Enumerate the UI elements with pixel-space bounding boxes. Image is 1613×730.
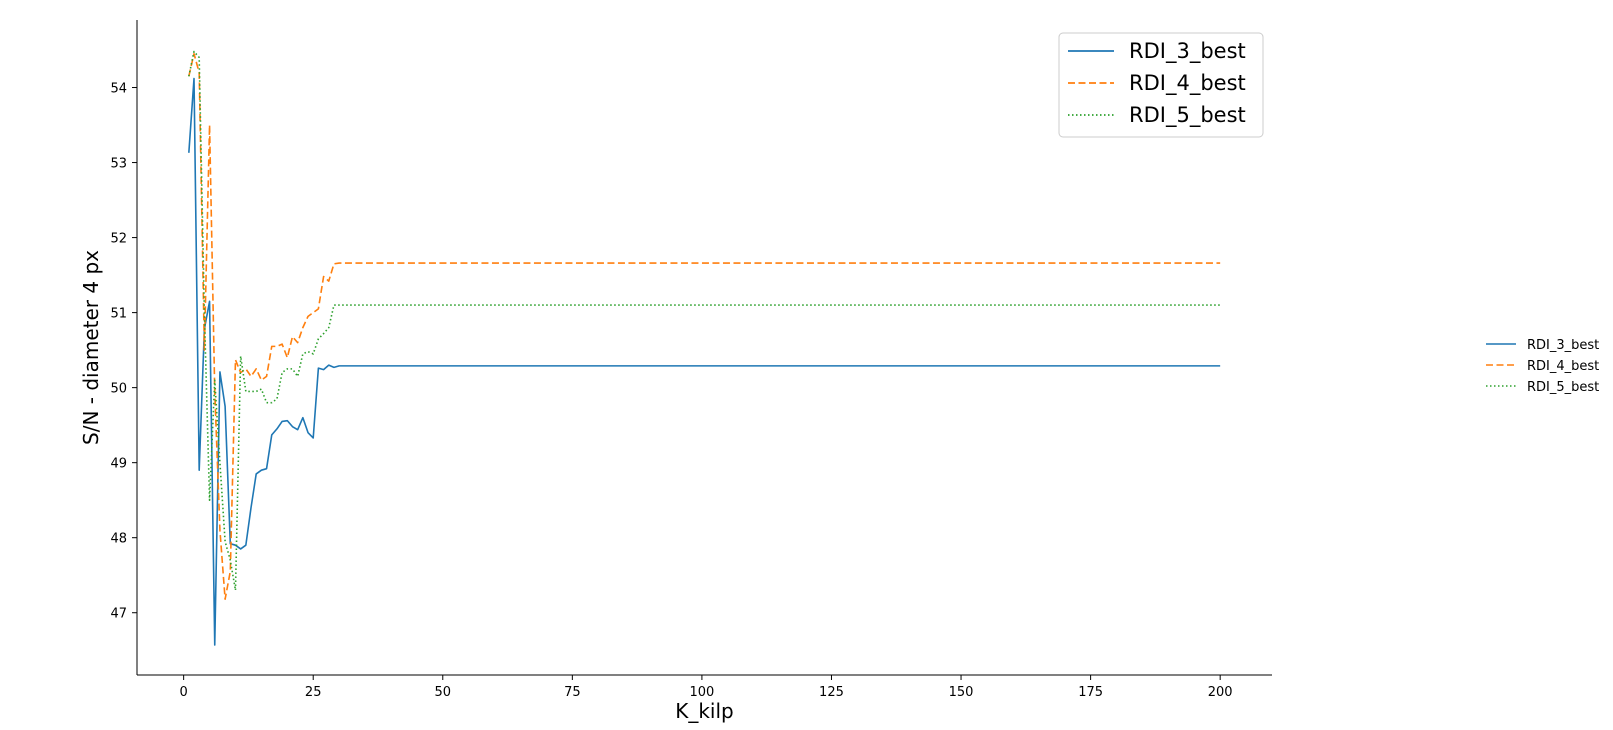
legend-label: RDI_3_best [1129, 39, 1246, 64]
x-tick-label: 50 [435, 685, 452, 700]
y-tick-label: 49 [110, 457, 127, 472]
y-tick-label: 50 [110, 382, 127, 397]
legend-label: RDI_5_best [1129, 103, 1246, 128]
y-tick-label: 52 [110, 232, 127, 247]
y-tick-label: 48 [110, 532, 127, 547]
x-tick-label: 0 [180, 685, 188, 700]
x-tick-label: 150 [949, 685, 974, 700]
x-tick-label: 200 [1208, 685, 1233, 700]
x-tick-label: 25 [305, 685, 322, 700]
y-tick-label: 51 [110, 307, 127, 322]
legend-label: RDI_5_best [1527, 380, 1599, 395]
y-axis-title: S/N - diameter 4 px [79, 250, 103, 445]
axes [136, 20, 1272, 676]
y-tick-label: 47 [110, 607, 127, 622]
x-tick-label: 175 [1078, 685, 1103, 700]
legend-label: RDI_4_best [1129, 71, 1246, 96]
x-tick-label: 75 [564, 685, 581, 700]
series-line-rdi-3-best [188, 77, 1221, 646]
legend-outside: RDI_3_best RDI_4_best RDI_5_best [1486, 338, 1599, 395]
legend-label: RDI_3_best [1527, 338, 1599, 353]
legend-inside: RDI_3_best RDI_4_best RDI_5_best [1058, 32, 1264, 138]
y-tick-label: 54 [110, 82, 127, 97]
series-line-rdi-5-best [188, 50, 1221, 592]
x-tick-label: 100 [689, 685, 714, 700]
y-ticks: 47 48 49 50 51 52 53 54 [110, 82, 137, 622]
y-tick-label: 53 [110, 157, 127, 172]
legend-box [1058, 32, 1264, 138]
legend-label: RDI_4_best [1527, 359, 1599, 374]
series-layer [188, 50, 1221, 646]
x-ticks: 0 25 50 75 100 125 150 175 200 [180, 675, 1233, 700]
x-axis-title: K_kilp [675, 699, 734, 723]
x-tick-label: 125 [819, 685, 844, 700]
